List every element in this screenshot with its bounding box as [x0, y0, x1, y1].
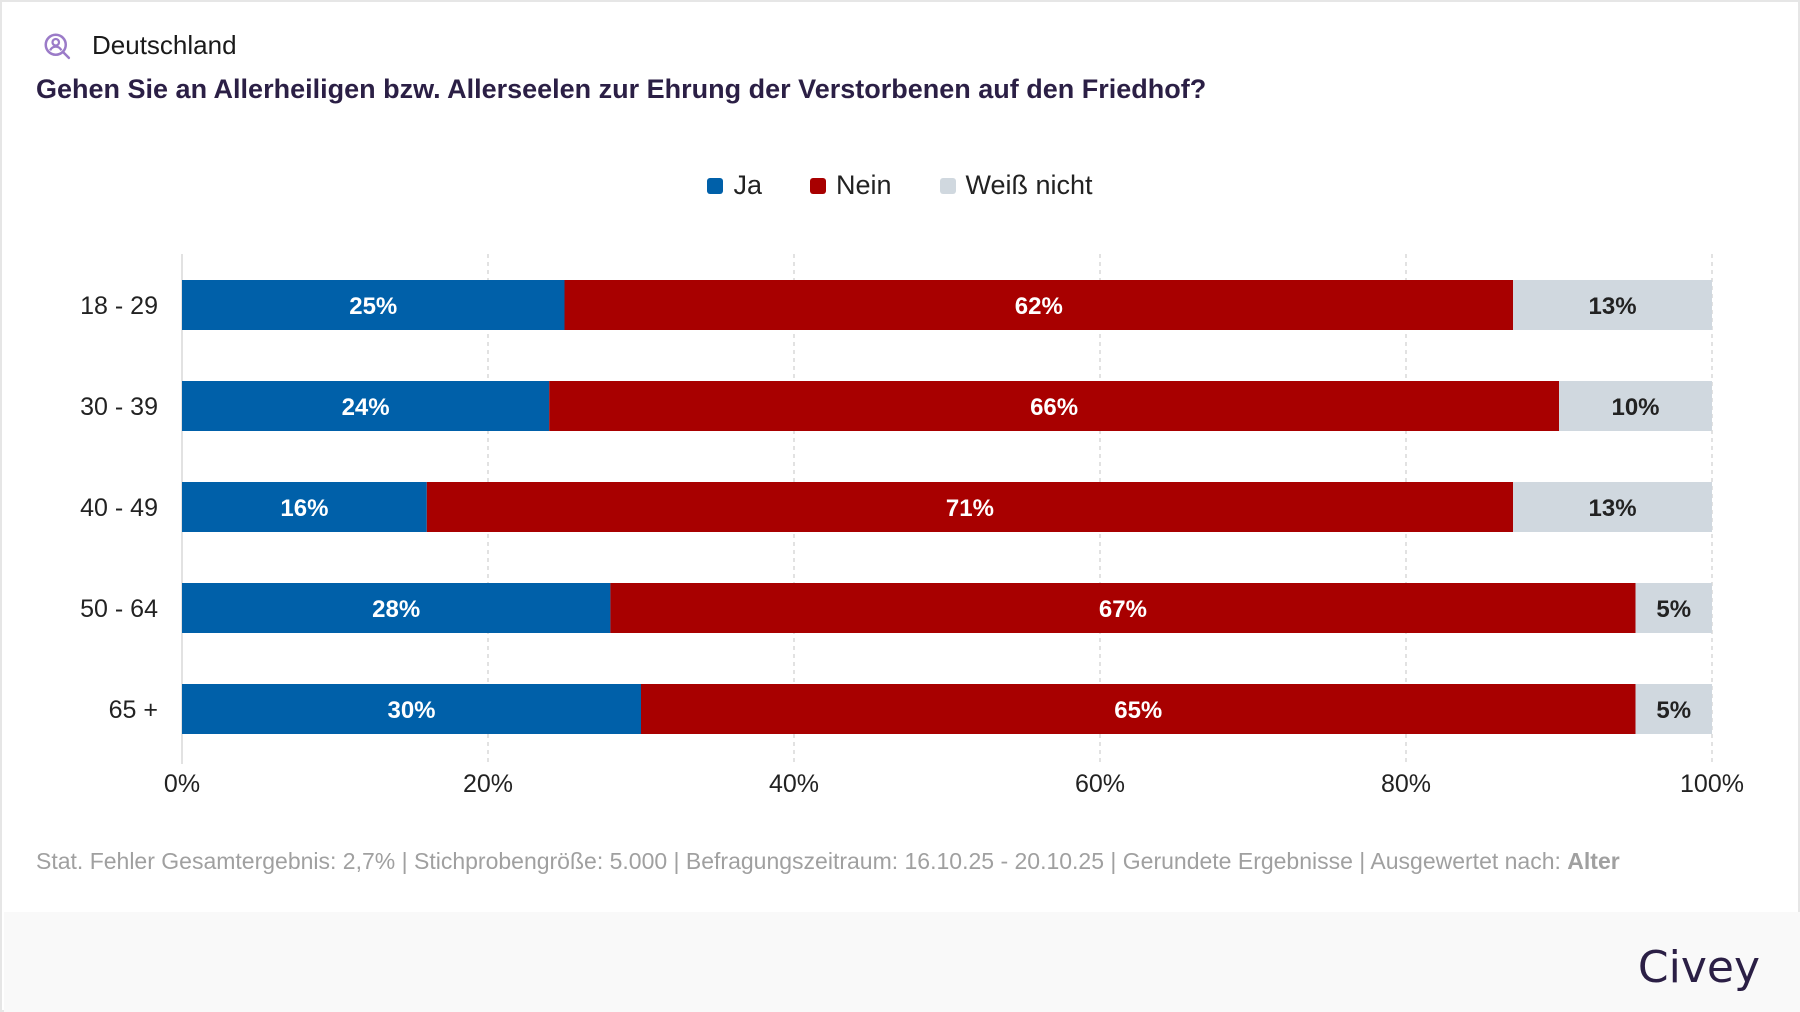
data-label: 65%: [1114, 697, 1162, 724]
x-tick-label: 20%: [463, 770, 513, 798]
bar-segment-ja: [182, 482, 427, 532]
brand-bar: Civey: [4, 912, 1800, 1012]
bar-segment-nein: [426, 482, 1514, 532]
legend: Ja Nein Weiß nicht: [2, 170, 1798, 201]
region-label: Deutschland: [92, 30, 237, 60]
legend-swatch: [939, 177, 956, 194]
data-label: 71%: [946, 495, 994, 522]
category-label: 50 - 64: [80, 595, 158, 623]
category-label: 18 - 29: [80, 292, 158, 320]
bar-segment-weiss-nicht: [1513, 482, 1712, 532]
data-label: 5%: [1656, 596, 1691, 623]
x-tick-label: 80%: [1381, 770, 1431, 798]
data-label: 13%: [1589, 293, 1637, 320]
legend-swatch: [707, 177, 724, 194]
data-label: 67%: [1099, 596, 1147, 623]
bar-segment-nein: [549, 381, 1559, 431]
data-label: 30%: [387, 697, 435, 724]
data-label: 24%: [342, 394, 390, 421]
data-label: 16%: [280, 495, 328, 522]
data-label: 5%: [1656, 697, 1691, 724]
data-label: 62%: [1015, 293, 1063, 320]
legend-item[interactable]: Weiß nicht: [939, 170, 1093, 201]
bar-segment-ja: [182, 381, 550, 431]
data-label: 28%: [372, 596, 420, 623]
legend-item[interactable]: Nein: [809, 170, 892, 201]
x-tick-label: 0%: [164, 770, 200, 798]
bar-segment-nein: [610, 583, 1636, 633]
data-label: 13%: [1589, 495, 1637, 522]
bar-segment-nein: [641, 684, 1636, 734]
x-tick-label: 40%: [769, 770, 819, 798]
x-tick-label: 100%: [1680, 770, 1744, 798]
legend-label: Ja: [733, 170, 762, 200]
legend-swatch: [809, 177, 826, 194]
x-tick-label: 60%: [1075, 770, 1125, 798]
category-label: 65 +: [109, 696, 158, 724]
note-text: Stat. Fehler Gesamtergebnis: 2,7% | Stic…: [36, 848, 1568, 874]
category-label: 40 - 49: [80, 494, 158, 522]
bar-segment-nein: [564, 280, 1514, 330]
methodology-note: Stat. Fehler Gesamtergebnis: 2,7% | Stic…: [36, 848, 1620, 875]
person-search-icon: [44, 33, 71, 59]
bar-segment-weiss-nicht: [1635, 684, 1712, 734]
legend-label: Weiß nicht: [965, 170, 1093, 200]
bar-segment-ja: [182, 280, 565, 330]
legend-item[interactable]: Ja: [707, 170, 762, 201]
data-label: 66%: [1030, 394, 1078, 421]
chart-title: Gehen Sie an Allerheiligen bzw. Allersee…: [36, 74, 1207, 104]
bar-segment-weiss-nicht: [1635, 583, 1712, 633]
stacked-bar-chart: 0% 20% 40% 60% 80% 100% 18 - 29 25% 62% 13% 30 - 3…: [80, 254, 1744, 798]
bar-segment-ja: [182, 583, 611, 633]
data-label: 10%: [1611, 394, 1659, 421]
legend-label: Nein: [835, 170, 892, 200]
category-label: 30 - 39: [80, 393, 158, 421]
region-header: Deutschland: [36, 30, 237, 61]
civey-logo: Civey: [1637, 942, 1760, 993]
bar-segment-weiss-nicht: [1513, 280, 1712, 330]
note-grouping: Alter: [1567, 848, 1620, 874]
bar-segment-weiss-nicht: [1559, 381, 1712, 431]
bar-segment-ja: [182, 684, 641, 734]
data-label: 25%: [349, 293, 397, 320]
